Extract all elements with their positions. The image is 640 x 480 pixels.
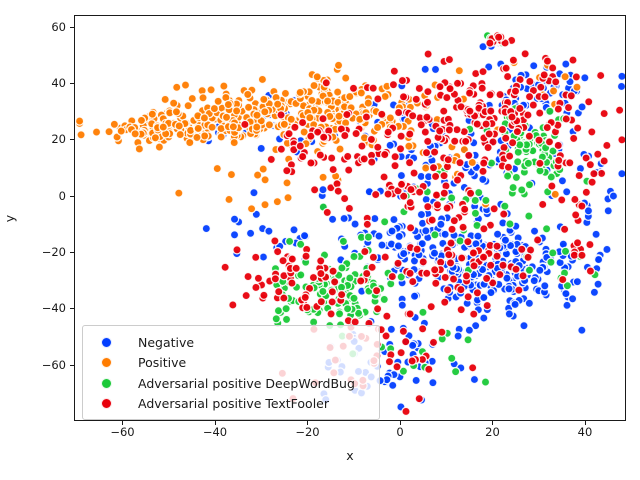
y-tick-mark xyxy=(70,252,74,253)
y-tick-mark xyxy=(70,139,74,141)
y-tick-mark xyxy=(70,83,74,85)
legend-marker-textfooler-icon xyxy=(101,398,112,410)
legend-label: Positive xyxy=(138,355,187,371)
legend: Negative Positive Adversarial positive D… xyxy=(82,325,380,420)
y-tick-label: −40 xyxy=(41,301,66,316)
y-tick-mark xyxy=(70,308,74,310)
legend-marker-positive-icon xyxy=(101,357,112,369)
x-tick-mark xyxy=(307,421,308,425)
x-tick-mark xyxy=(214,421,216,425)
y-tick-mark xyxy=(70,26,74,28)
legend-item-positive: Positive xyxy=(93,353,373,374)
x-tick-label: −60 xyxy=(110,425,135,439)
x-tick-mark xyxy=(584,421,586,425)
y-tick-label: −60 xyxy=(41,357,66,372)
y-axis-label: y xyxy=(2,214,18,223)
y-tick-label: 40 xyxy=(51,76,66,91)
legend-label: Negative xyxy=(138,334,195,350)
plot-area: Negative Positive Adversarial positive D… xyxy=(74,15,626,421)
legend-marker-negative-icon xyxy=(101,336,112,348)
y-tick-label: −20 xyxy=(41,245,66,259)
x-tick-label: −20 xyxy=(295,425,320,439)
x-tick-mark xyxy=(122,421,123,425)
x-tick-mark xyxy=(399,421,401,425)
legend-item-textfooler: Adversarial positive TextFooler xyxy=(93,394,373,415)
y-tick-label: 60 xyxy=(51,19,66,34)
scatter-points xyxy=(75,30,625,417)
legend-label: Adversarial positive TextFooler xyxy=(138,396,330,412)
x-tick-label: 40 xyxy=(577,425,593,439)
y-tick-label: 20 xyxy=(51,132,66,147)
x-tick-label: −40 xyxy=(202,425,228,439)
x-tick-label: 0 xyxy=(396,425,404,439)
x-tick-label: 20 xyxy=(485,425,500,439)
x-axis-label: x xyxy=(346,448,354,463)
legend-marker-deepwordbug-icon xyxy=(101,377,112,389)
y-tick-mark xyxy=(70,195,74,197)
legend-item-deepwordbug: Adversarial positive DeepWordBug xyxy=(93,373,373,394)
y-tick-label: 0 xyxy=(58,188,66,203)
legend-label: Adversarial positive DeepWordBug xyxy=(138,375,355,391)
y-tick-mark xyxy=(70,364,74,366)
x-tick-mark xyxy=(492,421,493,425)
legend-item-negative: Negative xyxy=(93,332,373,353)
